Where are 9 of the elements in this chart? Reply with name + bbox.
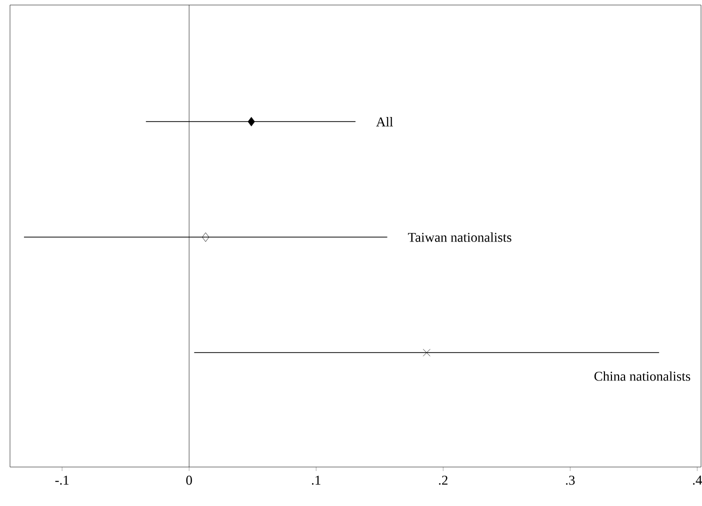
x-tick-label: 0	[186, 476, 192, 485]
x-tick-label: .1	[312, 476, 320, 485]
text: China nationalists	[594, 371, 690, 381]
x-tick-label: .2	[438, 476, 448, 485]
x-tick-label: -.1	[55, 476, 69, 485]
x-tick-label: .3	[566, 476, 575, 485]
text: All	[376, 117, 393, 126]
x-tick-label: .4	[693, 476, 702, 485]
text: Taiwan nationalists	[408, 232, 512, 242]
